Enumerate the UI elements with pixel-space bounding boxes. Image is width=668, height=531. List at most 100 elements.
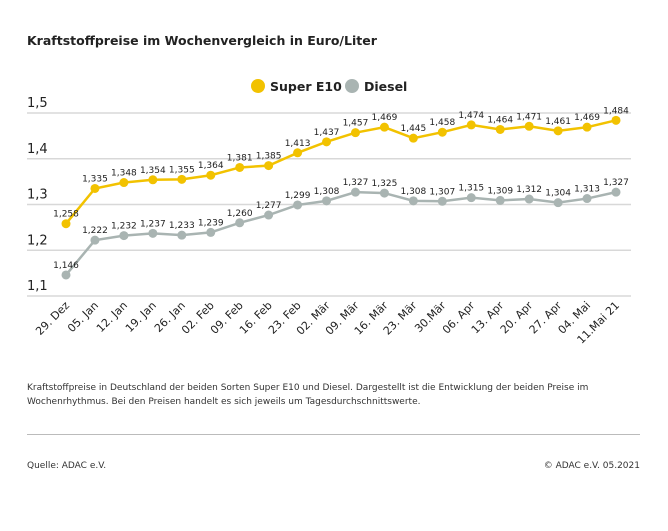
- y-tick-label: 1,4: [27, 142, 48, 157]
- data-label: 1,299: [285, 191, 311, 201]
- data-point: [61, 219, 71, 229]
- data-label: 1,385: [256, 152, 282, 162]
- data-point: [408, 196, 418, 206]
- data-point: [466, 193, 476, 203]
- y-tick-label: 1,1: [27, 279, 48, 294]
- data-label: 1,445: [400, 124, 426, 134]
- data-point: [611, 115, 621, 125]
- data-label: 1,354: [140, 166, 166, 176]
- data-point: [322, 137, 332, 147]
- data-point: [408, 133, 418, 143]
- y-tick-label: 1,5: [27, 96, 48, 111]
- data-label: 1,464: [487, 115, 513, 125]
- x-tick-label: 12. Jan: [94, 299, 130, 335]
- data-label: 1,313: [574, 185, 600, 195]
- data-label: 1,146: [53, 261, 79, 271]
- data-point: [553, 126, 563, 136]
- data-label: 1,312: [516, 185, 542, 195]
- data-label: 1,413: [285, 139, 311, 149]
- data-point: [235, 162, 245, 172]
- data-point: [235, 218, 245, 228]
- data-point: [322, 196, 332, 206]
- data-point: [495, 195, 505, 205]
- data-label: 1,307: [429, 187, 455, 197]
- legend-label: Super E10: [270, 79, 342, 94]
- data-label: 1,474: [458, 111, 484, 121]
- data-label: 1,335: [82, 174, 108, 184]
- data-point: [611, 187, 621, 197]
- x-tick-label: 19. Jan: [123, 299, 159, 335]
- x-tick-label: 29. Dez: [33, 299, 72, 338]
- data-point: [582, 122, 592, 132]
- data-label: 1,327: [603, 178, 629, 188]
- data-label: 1,304: [545, 189, 571, 199]
- data-point: [524, 121, 534, 131]
- series-line-1: [65, 190, 617, 276]
- data-point: [61, 270, 71, 280]
- data-label: 1,277: [256, 201, 282, 211]
- data-label: 1,469: [574, 113, 600, 123]
- data-point: [437, 127, 447, 137]
- source-label: Quelle: ADAC e.V.: [27, 461, 107, 471]
- data-label: 1,233: [169, 221, 195, 231]
- data-label: 1,457: [343, 119, 369, 129]
- data-point: [553, 198, 563, 208]
- legend-marker-0: [251, 79, 265, 93]
- data-label: 1,381: [227, 153, 253, 163]
- data-point: [206, 170, 216, 180]
- data-point: [148, 228, 158, 238]
- data-point: [350, 187, 360, 197]
- chart-title: Kraftstoffpreise im Wochenvergleich in E…: [27, 33, 377, 48]
- data-label: 1,222: [82, 226, 108, 236]
- data-label: 1,325: [372, 179, 398, 189]
- data-point: [379, 122, 389, 132]
- data-point: [293, 148, 303, 158]
- divider: [27, 434, 640, 435]
- data-label: 1,437: [314, 128, 340, 138]
- data-label: 1,232: [111, 222, 137, 232]
- data-point: [495, 124, 505, 134]
- data-label: 1,364: [198, 161, 224, 171]
- data-point: [148, 175, 158, 185]
- data-label: 1,260: [227, 209, 253, 219]
- data-label: 1,355: [169, 165, 195, 175]
- data-label: 1,471: [516, 112, 542, 122]
- data-point: [524, 194, 534, 204]
- data-label: 1,458: [429, 118, 455, 128]
- data-label: 1,461: [545, 117, 571, 127]
- data-point: [350, 128, 360, 138]
- data-point: [177, 230, 187, 240]
- data-point: [264, 210, 274, 220]
- data-label: 1,258: [53, 210, 79, 220]
- data-label: 1,348: [111, 169, 137, 179]
- data-point: [90, 235, 100, 245]
- y-tick-label: 1,3: [27, 188, 48, 203]
- data-point: [466, 120, 476, 130]
- data-label: 1,315: [458, 184, 484, 194]
- data-point: [437, 196, 447, 206]
- data-point: [177, 174, 187, 184]
- legend-marker-1: [345, 79, 359, 93]
- legend-label: Diesel: [364, 79, 407, 94]
- data-point: [119, 178, 129, 188]
- data-label: 1,308: [314, 187, 340, 197]
- data-label: 1,308: [400, 187, 426, 197]
- data-point: [264, 161, 274, 171]
- line-chart: 1,1 1,2 1,3 1,4 1,5 Super E10 Diesel 1,258 1,335…: [27, 79, 631, 347]
- data-label: 1,239: [198, 218, 224, 228]
- data-point: [582, 194, 592, 204]
- data-point: [206, 227, 216, 237]
- data-label: 1,309: [487, 186, 513, 196]
- y-tick-label: 1,2: [27, 233, 48, 248]
- chart-note: Kraftstoffpreise in Deutschland der beid…: [27, 383, 589, 407]
- data-point: [90, 183, 100, 193]
- x-tick-label: 05. Jan: [65, 299, 101, 335]
- series-line-0: [65, 119, 617, 225]
- data-label: 1,327: [343, 178, 369, 188]
- data-point: [293, 200, 303, 210]
- data-point: [379, 188, 389, 198]
- copyright-label: © ADAC e.V. 05.2021: [543, 461, 640, 471]
- data-label: 1,469: [372, 113, 398, 123]
- data-label: 1,237: [140, 219, 166, 229]
